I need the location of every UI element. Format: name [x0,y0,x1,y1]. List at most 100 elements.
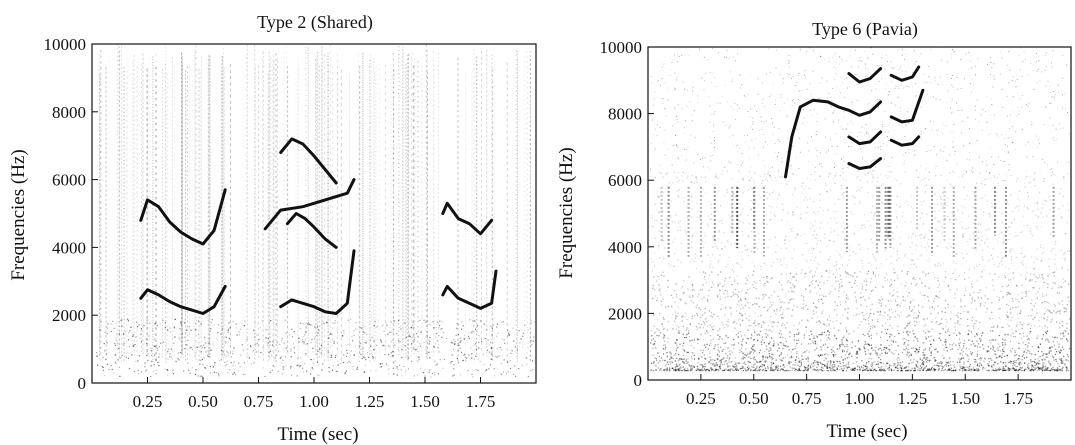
noise-speck [150,350,152,352]
noise-speck [668,369,671,372]
noise-speck [677,353,680,356]
noise-speck [311,338,313,341]
noise-speck [680,261,682,264]
noise-speck [426,334,428,336]
noise-speck [1037,350,1040,353]
noise-speck [822,209,824,212]
noise-speck [693,354,695,357]
noise-speck [799,369,802,372]
noise-speck [499,346,501,349]
noise-speck [396,333,398,335]
noise-speck [760,360,762,362]
noise-speck [146,342,148,344]
noise-speck [650,335,653,337]
noise-speck [673,354,676,356]
noise-speck [1006,314,1008,316]
noise-speck [667,279,669,282]
noise-speck [383,344,385,346]
noise-speck [696,202,698,204]
noise-speck [796,206,798,209]
noise-speck [836,348,839,350]
noise-speck [724,195,726,197]
noise-speck [1034,358,1036,361]
noise-speck [928,260,931,262]
noise-speck [391,332,393,334]
noise-speck [209,372,212,374]
noise-speck [759,365,762,367]
noise-speck [893,335,896,338]
noise-speck [1067,283,1070,286]
noise-speck [676,325,679,327]
noise-speck [811,333,813,335]
noise-speck [170,348,173,350]
noise-speck [687,288,689,290]
noise-speck [785,340,788,342]
noise-speck [1024,361,1026,364]
noise-speck [979,305,981,307]
noise-speck [967,333,969,336]
noise-speck [981,235,983,237]
noise-speck [758,305,760,308]
noise-speck [359,339,361,341]
noise-speck [766,370,768,372]
noise-speck [1042,367,1044,369]
noise-speck [316,334,318,337]
noise-speck [888,316,891,318]
noise-speck [870,358,873,360]
noise-speck [828,258,830,261]
noise-speck [104,350,106,352]
noise-speck [276,322,278,325]
noise-speck [1051,346,1053,348]
noise-speck [438,334,440,337]
noise-speck [938,284,941,286]
noise-speck [896,366,898,368]
noise-speck [927,272,930,275]
noise-speck [680,229,682,232]
noise-speck [1065,310,1067,313]
noise-speck [670,357,672,359]
noise-speck [964,369,967,371]
noise-speck [691,369,693,371]
noise-speck [895,350,897,352]
noise-speck [720,360,722,363]
noise-speck [660,304,663,306]
noise-speck [204,367,207,369]
noise-speck [844,358,846,360]
noise-speck [345,355,348,358]
noise-speck [977,369,979,372]
noise-speck [900,311,902,314]
noise-speck [739,323,741,325]
noise-speck [180,356,182,358]
noise-speck [819,361,821,364]
noise-speck [1039,246,1042,248]
noise-speck [794,189,797,191]
noise-speck [281,338,283,340]
noise-speck [867,343,870,345]
noise-speck [393,362,395,364]
noise-speck [139,337,141,339]
noise-speck [875,244,877,247]
noise-speck [762,355,764,357]
noise-speck [396,366,398,368]
noise-speck [742,178,744,180]
noise-speck [856,313,858,315]
noise-speck [709,218,711,221]
noise-speck [991,369,993,372]
noise-speck [839,360,841,363]
noise-speck [764,356,766,358]
noise-speck [710,315,712,317]
noise-speck [690,247,693,249]
noise-speck [889,333,891,336]
noise-speck [693,358,696,360]
noise-speck [1012,367,1014,370]
noise-speck [761,355,764,357]
noise-speck [151,354,153,356]
noise-speck [962,357,965,359]
noise-speck [508,334,510,336]
noise-speck [763,342,766,344]
noise-speck [854,368,856,370]
noise-speck [255,343,257,345]
noise-speck [844,238,846,241]
noise-speck [757,361,759,363]
noise-speck [669,363,672,365]
